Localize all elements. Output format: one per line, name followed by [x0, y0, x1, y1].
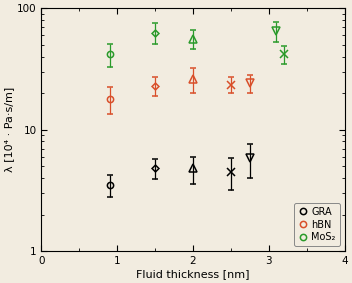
- Legend: GRA, hBN, MoS₂: GRA, hBN, MoS₂: [294, 203, 340, 246]
- Y-axis label: λ [10⁴ · Pa·s/m]: λ [10⁴ · Pa·s/m]: [4, 87, 14, 172]
- X-axis label: Fluid thickness [nm]: Fluid thickness [nm]: [136, 269, 250, 279]
